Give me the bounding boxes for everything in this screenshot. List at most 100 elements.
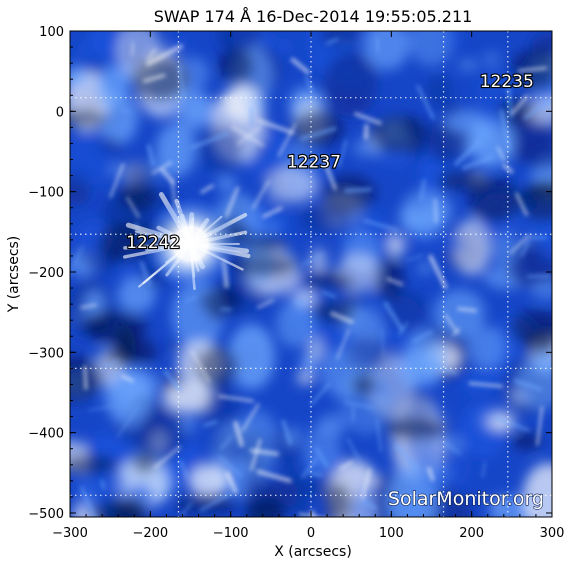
texture-filament	[177, 64, 186, 102]
y-tick-label: −400	[28, 427, 64, 442]
texture-dark	[195, 346, 239, 388]
texture-filament	[416, 84, 435, 120]
texture-filament	[250, 438, 262, 471]
texture-blob	[347, 336, 387, 372]
texture-blob	[487, 414, 516, 431]
texture-blob	[70, 132, 114, 186]
texture-blob	[363, 31, 410, 71]
texture-blob	[155, 123, 196, 178]
active-region-labels: 12235 12237 12242	[125, 71, 535, 254]
texture-blob	[489, 495, 533, 517]
texture-dark	[242, 235, 288, 252]
texture-filament	[199, 491, 232, 512]
texture-blob	[306, 336, 325, 362]
texture-filament	[299, 126, 337, 141]
texture-blob	[434, 289, 486, 339]
texture-dark	[351, 374, 376, 396]
texture-blob	[275, 300, 315, 348]
texture-filament	[375, 419, 382, 452]
texture-filament	[337, 139, 348, 168]
texture-filament	[344, 187, 372, 193]
grid-lines	[70, 31, 552, 517]
texture-filament	[329, 311, 354, 324]
texture-filament	[290, 57, 310, 75]
texture-filament	[151, 161, 173, 175]
texture-filament	[220, 98, 236, 101]
texture-filament	[517, 66, 548, 73]
texture-blob	[198, 125, 243, 173]
texture-filament	[325, 37, 339, 45]
texture-filament	[397, 321, 409, 337]
texture-blob	[457, 59, 479, 71]
texture-filament	[153, 445, 182, 469]
texture-dark	[112, 497, 146, 517]
texture-filament	[506, 85, 513, 118]
texture-filament	[185, 295, 198, 303]
texture-blob	[346, 294, 360, 304]
texture-blob	[461, 368, 496, 396]
x-tick-label: 0	[307, 526, 315, 541]
texture-filament	[513, 378, 544, 392]
y-tick-label: 100	[39, 25, 64, 40]
texture-blob	[417, 380, 433, 394]
texture-filament	[218, 456, 243, 477]
texture-filament	[442, 441, 461, 455]
texture-blob	[90, 31, 125, 57]
texture-filament	[412, 330, 434, 343]
texture-filament	[121, 374, 135, 383]
texture-filament	[321, 290, 337, 298]
texture-filament	[80, 303, 97, 309]
x-tick-label: −300	[52, 526, 88, 541]
texture-filament	[294, 299, 307, 307]
texture-filament	[145, 44, 183, 67]
active-region-label: 12235	[480, 72, 534, 92]
texture-filament	[233, 420, 244, 447]
texture-blob	[296, 373, 315, 384]
texture-dark	[302, 271, 355, 291]
x-tick-label: 100	[379, 526, 404, 541]
texture-dark	[119, 180, 159, 212]
texture-filament	[256, 469, 292, 483]
texture-blob	[270, 38, 296, 56]
y-tick-label: 0	[56, 105, 64, 120]
active-region-label: 12237	[287, 153, 341, 173]
texture-blob	[405, 329, 446, 383]
texture-blob	[522, 462, 552, 517]
x-tick-label: −100	[213, 526, 249, 541]
texture-blob	[440, 103, 461, 118]
texture-filament	[178, 459, 189, 479]
texture-filament	[363, 219, 399, 232]
texture-filament	[427, 466, 435, 482]
y-axis-label: Y (arcsecs)	[6, 236, 22, 314]
y-tick-label: −300	[28, 346, 64, 361]
texture-filament	[88, 405, 113, 412]
texture-filament	[82, 365, 88, 390]
texture-filament	[190, 131, 230, 150]
texture-filament	[520, 240, 531, 257]
texture-filament	[101, 358, 120, 370]
texture-filament	[515, 192, 528, 216]
texture-blob	[96, 65, 127, 109]
texture-blob	[163, 382, 215, 413]
texture-dark	[436, 169, 486, 191]
texture-filament	[309, 471, 323, 477]
texture-filament	[347, 437, 361, 462]
texture-filament	[361, 468, 372, 500]
texture-filament	[163, 369, 183, 393]
texture-filament	[224, 186, 240, 218]
texture-blob	[244, 95, 269, 115]
texture-blob	[125, 162, 154, 187]
texture-blob	[443, 436, 465, 454]
corona-texture	[70, 31, 552, 517]
y-tick-label: −500	[28, 507, 64, 522]
texture-filament	[419, 178, 426, 202]
texture-filament	[109, 163, 125, 199]
texture-dark	[510, 309, 552, 345]
texture-blob	[260, 36, 277, 45]
texture-filament	[100, 479, 106, 491]
texture-blob	[483, 51, 500, 68]
texture-filament	[336, 328, 350, 360]
texture-dark	[509, 432, 543, 451]
texture-blob	[117, 278, 156, 313]
